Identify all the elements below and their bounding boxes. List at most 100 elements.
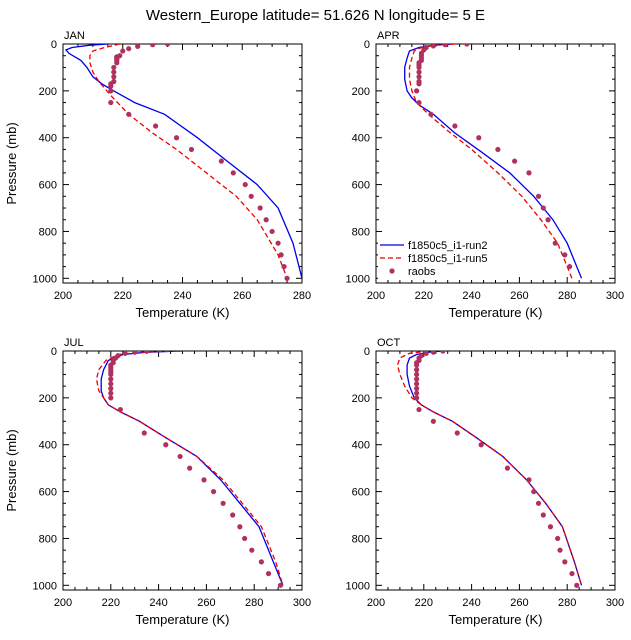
raobs-point	[150, 44, 156, 48]
plot-area	[95, 351, 284, 588]
raobs-point	[281, 263, 287, 270]
plot-area	[64, 44, 302, 281]
y-tick-label: 800	[39, 226, 57, 238]
y-tick-label: 0	[51, 39, 57, 51]
raobs-point	[117, 406, 123, 413]
x-axis-label: Temperature (K)	[136, 305, 230, 320]
raobs-point	[414, 362, 420, 368]
raobs-point	[242, 535, 248, 542]
y-tick-label: 200	[352, 393, 370, 405]
raobs-point	[108, 385, 114, 392]
legend-label: f1850c5_i1-run2	[408, 240, 488, 252]
legend-label: raobs	[408, 266, 436, 278]
x-tick-label: 220	[102, 597, 120, 609]
raobs-point	[220, 500, 226, 506]
raobs-point	[428, 111, 434, 117]
raobs-point	[555, 535, 561, 542]
x-tick-label: 300	[606, 290, 624, 302]
raobs-point	[552, 240, 558, 246]
raobs-point	[476, 135, 482, 141]
x-tick-label: 280	[558, 597, 576, 609]
raobs-point	[531, 488, 537, 495]
raobs-point	[230, 170, 236, 176]
raobs-point	[126, 46, 132, 52]
x-axis-label: Temperature (K)	[449, 612, 543, 627]
raobs-point	[108, 381, 114, 387]
x-tick-label: 220	[415, 290, 433, 302]
x-tick-label: 240	[462, 290, 480, 302]
raobs-point	[535, 500, 542, 506]
raobs-point	[269, 228, 275, 235]
raobs-point	[569, 570, 575, 577]
raobs-point	[557, 547, 563, 553]
y-tick-label: 1000	[346, 273, 370, 285]
raobs-point	[163, 442, 169, 448]
panel-title: APR	[377, 30, 400, 42]
raobs-point	[414, 367, 420, 373]
x-tick-label: 260	[510, 290, 528, 302]
raobs-point	[442, 44, 448, 48]
y-tick-label: 0	[51, 346, 57, 358]
y-tick-label: 400	[39, 133, 57, 145]
y-tick-label: 400	[39, 440, 57, 452]
y-tick-label: 800	[352, 226, 370, 238]
raobs-point	[416, 99, 422, 106]
raobs-point	[416, 69, 422, 75]
raobs-point	[526, 477, 532, 483]
raobs-point	[414, 390, 420, 396]
raobs-point	[126, 111, 132, 117]
x-tick-label: 240	[149, 597, 167, 609]
raobs-point	[111, 74, 117, 80]
raobs-point	[574, 582, 580, 588]
raobs-point	[164, 44, 171, 47]
y-tick-label: 600	[352, 487, 370, 499]
raobs-point	[108, 371, 114, 378]
raobs-point	[464, 44, 470, 47]
y-tick-label: 200	[39, 86, 57, 98]
raobs-point	[111, 64, 117, 71]
y-tick-label: 600	[352, 180, 370, 192]
panel-title: JAN	[64, 30, 85, 42]
raobs-point	[135, 44, 141, 49]
panel-oct: 200 220 240 260 280 300 0 200 400 600 800 1000 OCT Te…	[346, 337, 625, 627]
y-tick-label: 1000	[33, 580, 57, 592]
raobs-point	[278, 252, 284, 258]
raobs-point	[108, 395, 114, 401]
raobs-point	[122, 351, 128, 356]
raobs-point	[187, 465, 193, 471]
raobs-point	[414, 381, 420, 387]
raobs-point	[263, 217, 269, 223]
y-tick-label: 400	[352, 133, 370, 145]
raobs-point	[108, 99, 114, 106]
panel-title: OCT	[377, 337, 401, 349]
raobs-point	[230, 512, 236, 518]
raobs-point	[265, 570, 272, 577]
raobs-point	[416, 64, 422, 71]
raobs-point	[478, 442, 484, 448]
y-tick-label: 600	[39, 180, 57, 192]
raobs-point	[430, 44, 436, 49]
panels: 200 220 240 260 280 0 200 400 600 800 1000 JAN Tempe…	[4, 30, 624, 627]
y-tick-label: 200	[352, 86, 370, 98]
plot-area	[404, 44, 583, 279]
plot-frame	[62, 43, 303, 284]
raobs-point	[414, 371, 420, 378]
raobs-point	[201, 477, 207, 483]
x-tick-label: 300	[293, 597, 311, 609]
raobs-point	[454, 430, 460, 436]
raobs-point	[414, 376, 420, 382]
x-tick-label: 240	[462, 597, 480, 609]
x-tick-label: 200	[367, 290, 385, 302]
raobs-point	[153, 123, 159, 129]
panel-jul: 200 220 240 260 280 300 0 200 400 600 800 1000 JUL Te…	[4, 337, 311, 627]
series-line-run5	[95, 351, 284, 586]
x-tick-label: 200	[54, 597, 72, 609]
y-tick-label: 800	[352, 533, 370, 545]
x-tick-label: 280	[245, 597, 263, 609]
x-tick-label: 260	[233, 290, 251, 302]
series-line-run5	[89, 44, 288, 279]
figure-title: Western_Europe latitude= 51.626 N longit…	[146, 7, 485, 24]
x-tick-label: 200	[367, 597, 385, 609]
y-tick-label: 0	[364, 39, 370, 51]
